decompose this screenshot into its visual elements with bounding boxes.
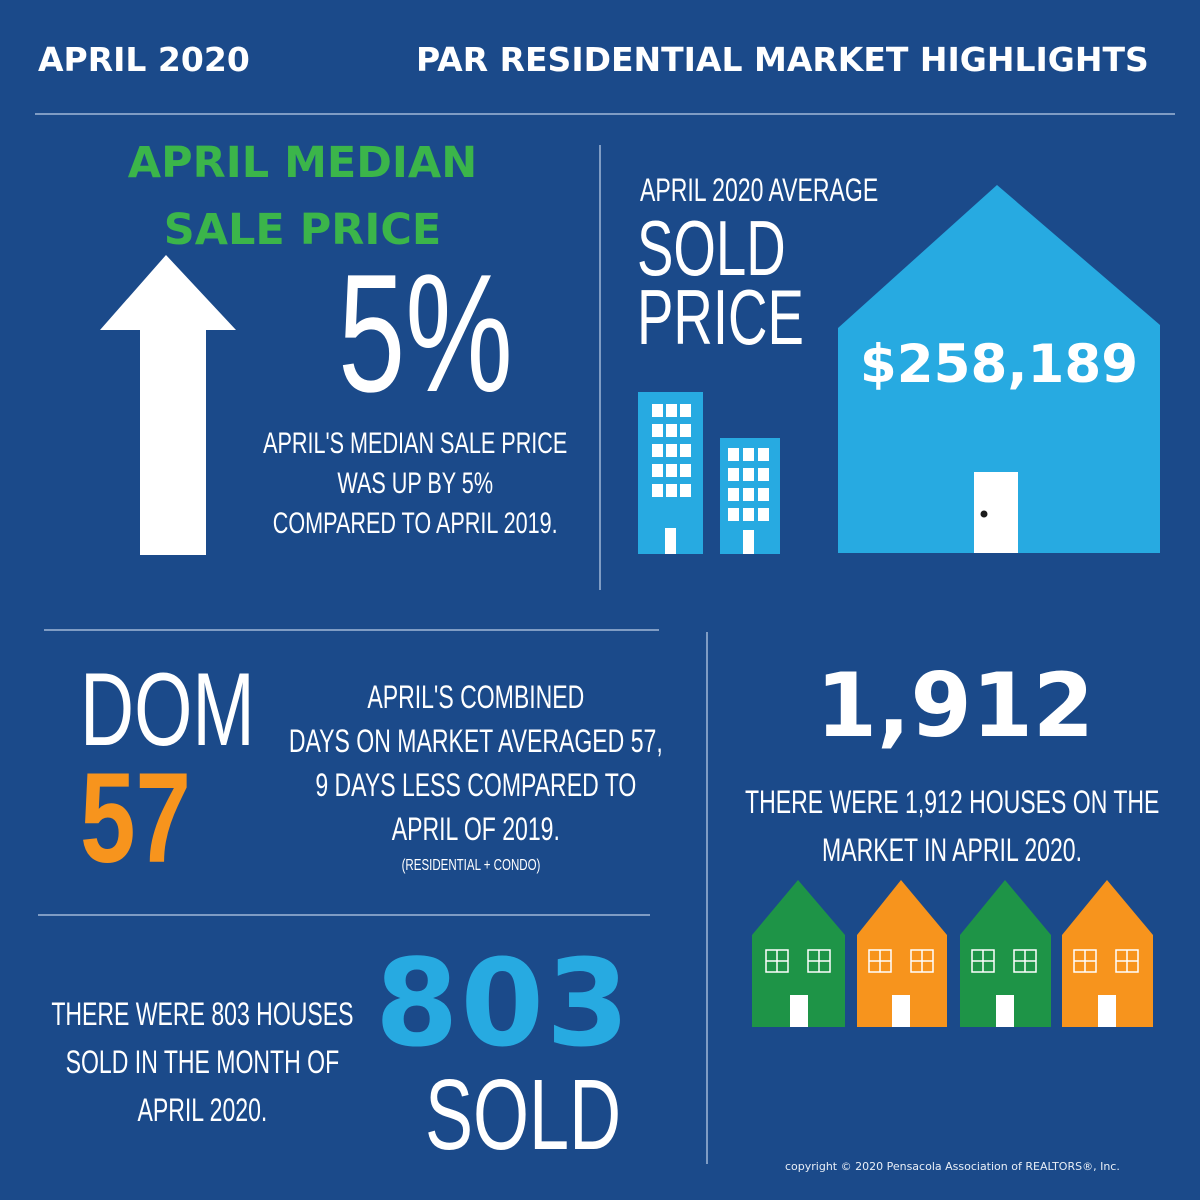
green-house-icon [960,880,1051,1027]
header-title: PAR RESIDENTIAL MARKET HIGHLIGHTS [416,40,1149,79]
median-divider [599,145,601,590]
average-price: $258,189 [859,334,1139,395]
house-icon [838,185,1160,553]
inventory-desc-line1: THERE WERE 1,912 HOUSES ON THE [745,784,1160,820]
median-title-line1: APRIL MEDIAN [127,138,478,188]
median-desc-line2: WAS UP BY 5% [337,467,494,500]
sold-desc-line1: THERE WERE 803 HOUSES [51,996,354,1032]
sold-desc-line3: APRIL 2020. [137,1092,268,1128]
dom-desc-line3: 9 DAYS LESS COMPARED TO [315,767,637,803]
house-row-icon [752,880,1153,1027]
median-percent: 5% [338,239,513,427]
green-house-icon [752,880,845,1027]
inventory-value: 1,912 [815,654,1095,757]
up-arrow-icon [100,255,236,555]
sold-label: SOLD [425,1059,622,1171]
dom-note: (RESIDENTIAL + CONDO) [401,857,541,874]
sold-value: 803 [375,935,632,1074]
dom-value: 57 [80,747,192,890]
dom-desc-line4: APRIL OF 2019. [391,811,560,847]
average-title-line1: SOLD [637,204,786,292]
sold-desc-line2: SOLD IN THE MONTH OF [65,1044,340,1080]
header-date: APRIL 2020 [38,40,250,79]
median-title-line2: SALE PRICE [163,205,442,255]
orange-house-icon [857,880,947,1027]
right-divider [706,632,708,1164]
copyright: copyright © 2020 Pensacola Association o… [785,1160,1120,1173]
dom-label: DOM [80,652,255,768]
median-desc-line3: COMPARED TO APRIL 2019. [272,507,558,540]
dom-bottom-divider [38,914,650,916]
average-subtitle: APRIL 2020 AVERAGE [640,172,879,208]
median-desc-line1: APRIL'S MEDIAN SALE PRICE [263,427,568,460]
dom-desc-line2: DAYS ON MARKET AVERAGED 57, [288,723,663,759]
average-title-line2: PRICE [637,273,804,361]
dom-top-divider [44,629,659,631]
dom-desc-line1: APRIL'S COMBINED [367,679,585,715]
building-icon [638,392,780,554]
header-divider [35,113,1175,115]
inventory-desc-line2: MARKET IN APRIL 2020. [822,832,1082,868]
orange-house-icon [1062,880,1153,1027]
